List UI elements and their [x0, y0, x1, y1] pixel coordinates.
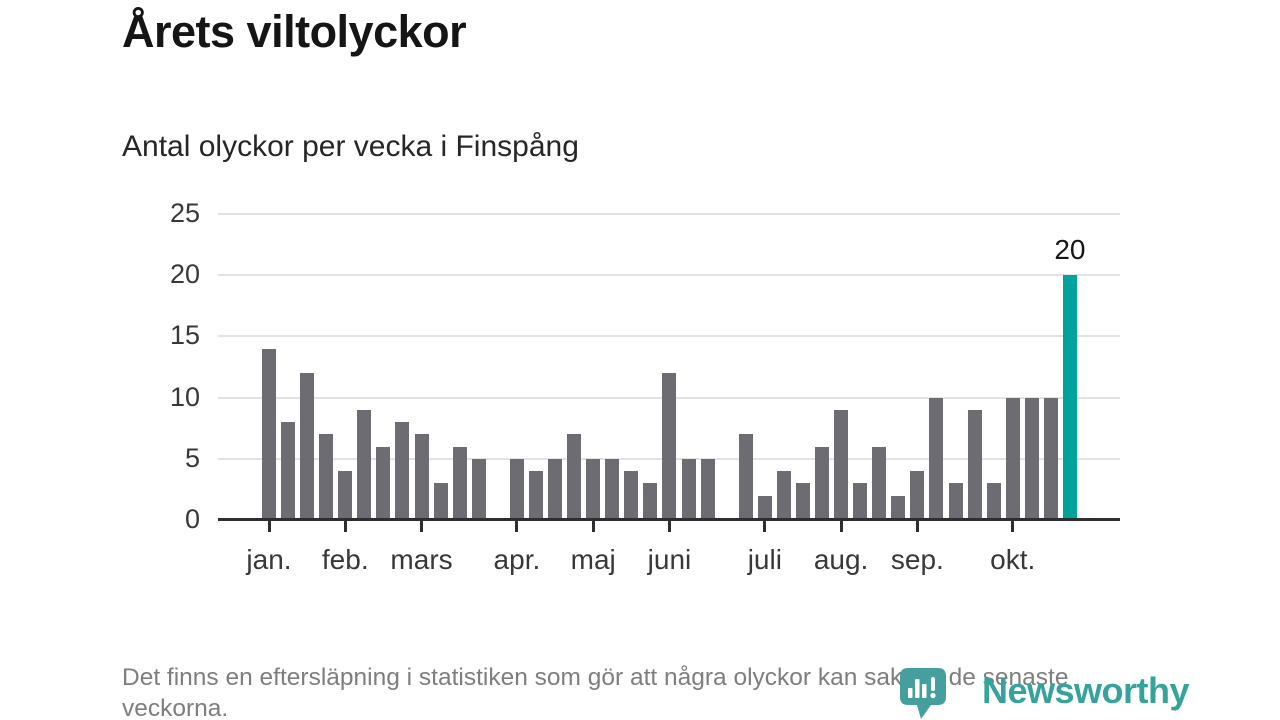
bar-week-7: [376, 446, 391, 520]
bar-week-23: [681, 458, 696, 520]
bar-week-34: [891, 495, 906, 520]
x-tick-aug: [839, 519, 843, 532]
bar-week-41: [1024, 397, 1039, 520]
bar-week-16: [548, 458, 563, 520]
bar-week-8: [395, 422, 410, 520]
x-axis-label-juli: juli: [747, 544, 782, 575]
bar-week-22: [662, 373, 677, 520]
bar-week-19: [605, 458, 620, 520]
gridline-15: [218, 335, 1120, 338]
x-axis-label-maj: maj: [570, 544, 616, 575]
bar-week-40: [1005, 397, 1020, 520]
bar-week-9: [414, 434, 429, 520]
y-axis-label-0: 0: [184, 504, 200, 534]
logo-text: Newsworthy: [982, 670, 1190, 711]
bar-week-30: [815, 446, 830, 520]
x-axis-label-apr: apr.: [493, 544, 541, 575]
y-axis-label-25: 25: [169, 198, 200, 228]
bar-week-35: [910, 471, 925, 520]
bar-week-17: [567, 434, 582, 520]
x-axis-label-feb: feb.: [321, 544, 369, 575]
bar-week-10: [433, 483, 448, 520]
x-tick-mars: [420, 519, 424, 532]
bar-week-21: [643, 483, 658, 520]
bar-week-38: [967, 409, 982, 520]
bar-week-4: [319, 434, 334, 520]
x-tick-juni: [667, 519, 671, 532]
bar-week-39: [986, 483, 1001, 520]
page-title: Årets viltolyckor: [122, 6, 467, 57]
newsworthy-logo: Newsworthy: [900, 668, 1190, 720]
y-axis-label-20: 20: [169, 259, 200, 290]
bar-week-24: [700, 458, 715, 520]
bar-week-20: [624, 471, 639, 520]
newsworthy-pin-icon: [900, 668, 946, 719]
x-axis-label-okt: okt.: [990, 544, 1036, 575]
bar-week-12: [471, 458, 486, 520]
bar-week-33: [872, 446, 887, 520]
y-axis-label-15: 15: [169, 320, 200, 351]
x-axis-label-mars: mars: [390, 544, 453, 575]
bar-week-3: [300, 373, 315, 520]
x-tick-feb: [343, 519, 347, 532]
bar-week-27: [757, 495, 772, 520]
bar-week-18: [586, 458, 601, 520]
gridline-25: [218, 213, 1120, 215]
x-axis-label-sep: sep.: [890, 544, 944, 575]
y-axis-label-5: 5: [184, 442, 200, 473]
x-tick-apr: [515, 519, 519, 532]
y-axis-label-10: 10: [169, 381, 200, 412]
x-tick-sep: [915, 519, 919, 532]
highlighted-bar-week-43: [1062, 275, 1077, 520]
bar-week-15: [528, 471, 543, 520]
chart-subtitle: Antal olyckor per vecka i Finspång: [122, 130, 579, 163]
bar-week-37: [948, 483, 963, 520]
bar-week-31: [834, 409, 849, 520]
bar-week-2: [281, 422, 296, 520]
bar-week-6: [357, 409, 372, 520]
bar-week-32: [853, 483, 868, 520]
x-axis-label-jan: jan.: [246, 544, 292, 575]
gridline-20: [218, 274, 1120, 277]
x-tick-juli: [763, 519, 767, 532]
bar-week-11: [452, 446, 467, 520]
bar-week-36: [929, 397, 944, 520]
x-tick-jan: [267, 519, 271, 532]
bar-week-28: [776, 471, 791, 520]
x-axis-label-aug: aug.: [813, 544, 869, 575]
x-axis-label-juni: juni: [647, 544, 692, 575]
bar-week-1: [262, 348, 276, 520]
bar-value-label: 20: [1054, 234, 1086, 266]
bar-week-29: [795, 483, 810, 520]
bar-week-14: [509, 458, 524, 520]
bar-chart-plot-area: 0 5 10 15 20 25 20 jan. feb. mars apr. maj juni juli a…: [170, 198, 1120, 575]
bar-week-26: [738, 434, 753, 520]
x-tick-okt: [1011, 519, 1015, 532]
x-tick-maj: [591, 519, 595, 532]
bar-week-5: [338, 471, 353, 520]
bar-week-42: [1043, 397, 1058, 520]
